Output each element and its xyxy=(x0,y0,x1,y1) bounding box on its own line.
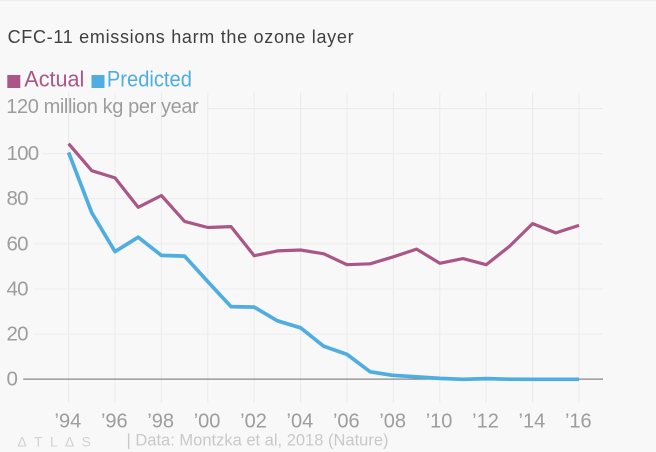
svg-text:Actual: Actual xyxy=(24,67,84,92)
svg-text:’98: ’98 xyxy=(147,411,174,433)
svg-text:100: 100 xyxy=(7,142,39,165)
svg-text:40: 40 xyxy=(7,277,29,300)
svg-text:’12: ’12 xyxy=(472,411,499,433)
svg-text:| Data: Montzka et al, 2018 (N: | Data: Montzka et al, 2018 (Nature) xyxy=(127,431,389,449)
svg-text:’96: ’96 xyxy=(101,411,128,433)
svg-text:’02: ’02 xyxy=(240,411,267,433)
svg-text:CFC-11 emissions harm the ozon: CFC-11 emissions harm the ozone layer xyxy=(8,27,355,47)
svg-text:60: 60 xyxy=(7,232,29,255)
svg-text:80: 80 xyxy=(7,187,29,210)
svg-text:ΔTLΔS: ΔTLΔS xyxy=(18,434,99,449)
svg-text:’14: ’14 xyxy=(519,411,546,433)
svg-text:’08: ’08 xyxy=(379,411,406,433)
svg-text:’16: ’16 xyxy=(565,411,592,433)
svg-text:’06: ’06 xyxy=(333,411,360,433)
svg-text:’10: ’10 xyxy=(426,411,453,433)
svg-text:0: 0 xyxy=(7,368,18,391)
svg-text:’94: ’94 xyxy=(55,411,82,433)
svg-text:Predicted: Predicted xyxy=(107,67,192,92)
svg-text:’04: ’04 xyxy=(287,411,314,433)
svg-text:120 million kg per year: 120 million kg per year xyxy=(6,96,199,118)
svg-text:20: 20 xyxy=(7,323,29,346)
svg-text:’00: ’00 xyxy=(194,411,221,433)
